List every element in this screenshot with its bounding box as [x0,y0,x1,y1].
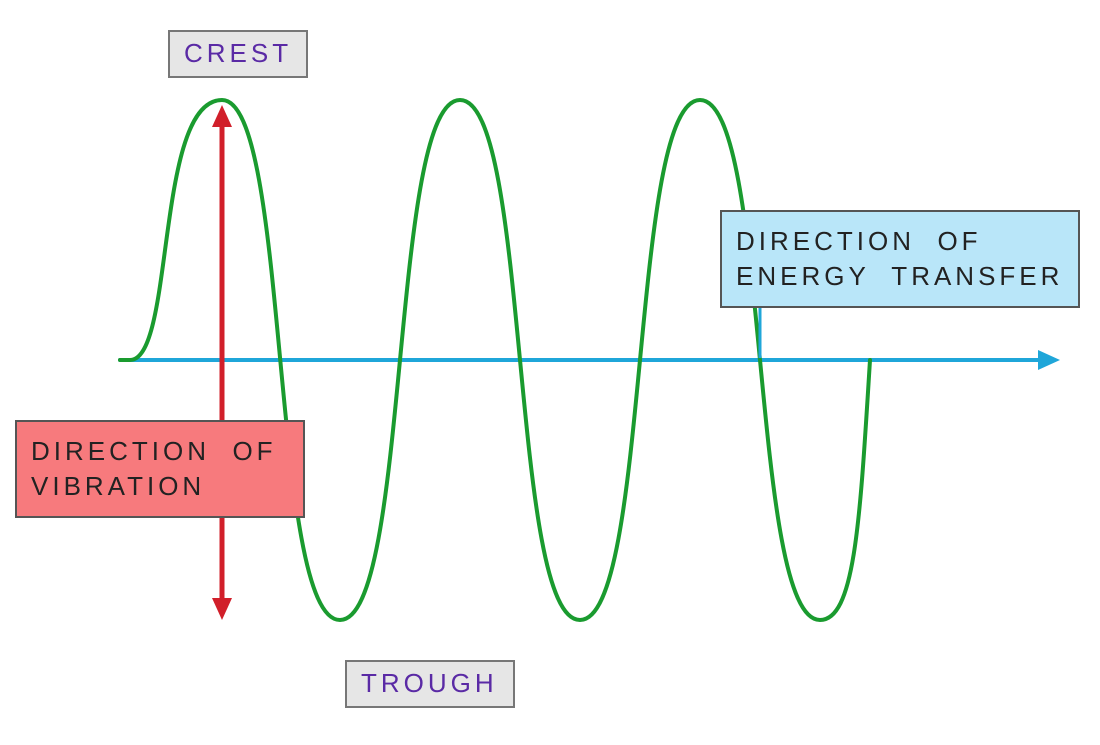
vibration-arrow [212,105,232,620]
diagram-svg [0,0,1100,745]
vibration-label: DIRECTION OF VIBRATION [15,420,305,518]
trough-text: TROUGH [361,666,498,701]
energy-axis-arrow [120,350,1060,370]
energy-text: DIRECTION OF ENERGY TRANSFER [736,224,1063,294]
trough-label: TROUGH [345,660,515,708]
diagram-canvas: CREST TROUGH DIRECTION OF VIBRATION DIRE… [0,0,1100,745]
crest-text: CREST [184,36,292,71]
energy-label: DIRECTION OF ENERGY TRANSFER [720,210,1080,308]
vibration-text: DIRECTION OF VIBRATION [31,434,277,504]
crest-label: CREST [168,30,308,78]
